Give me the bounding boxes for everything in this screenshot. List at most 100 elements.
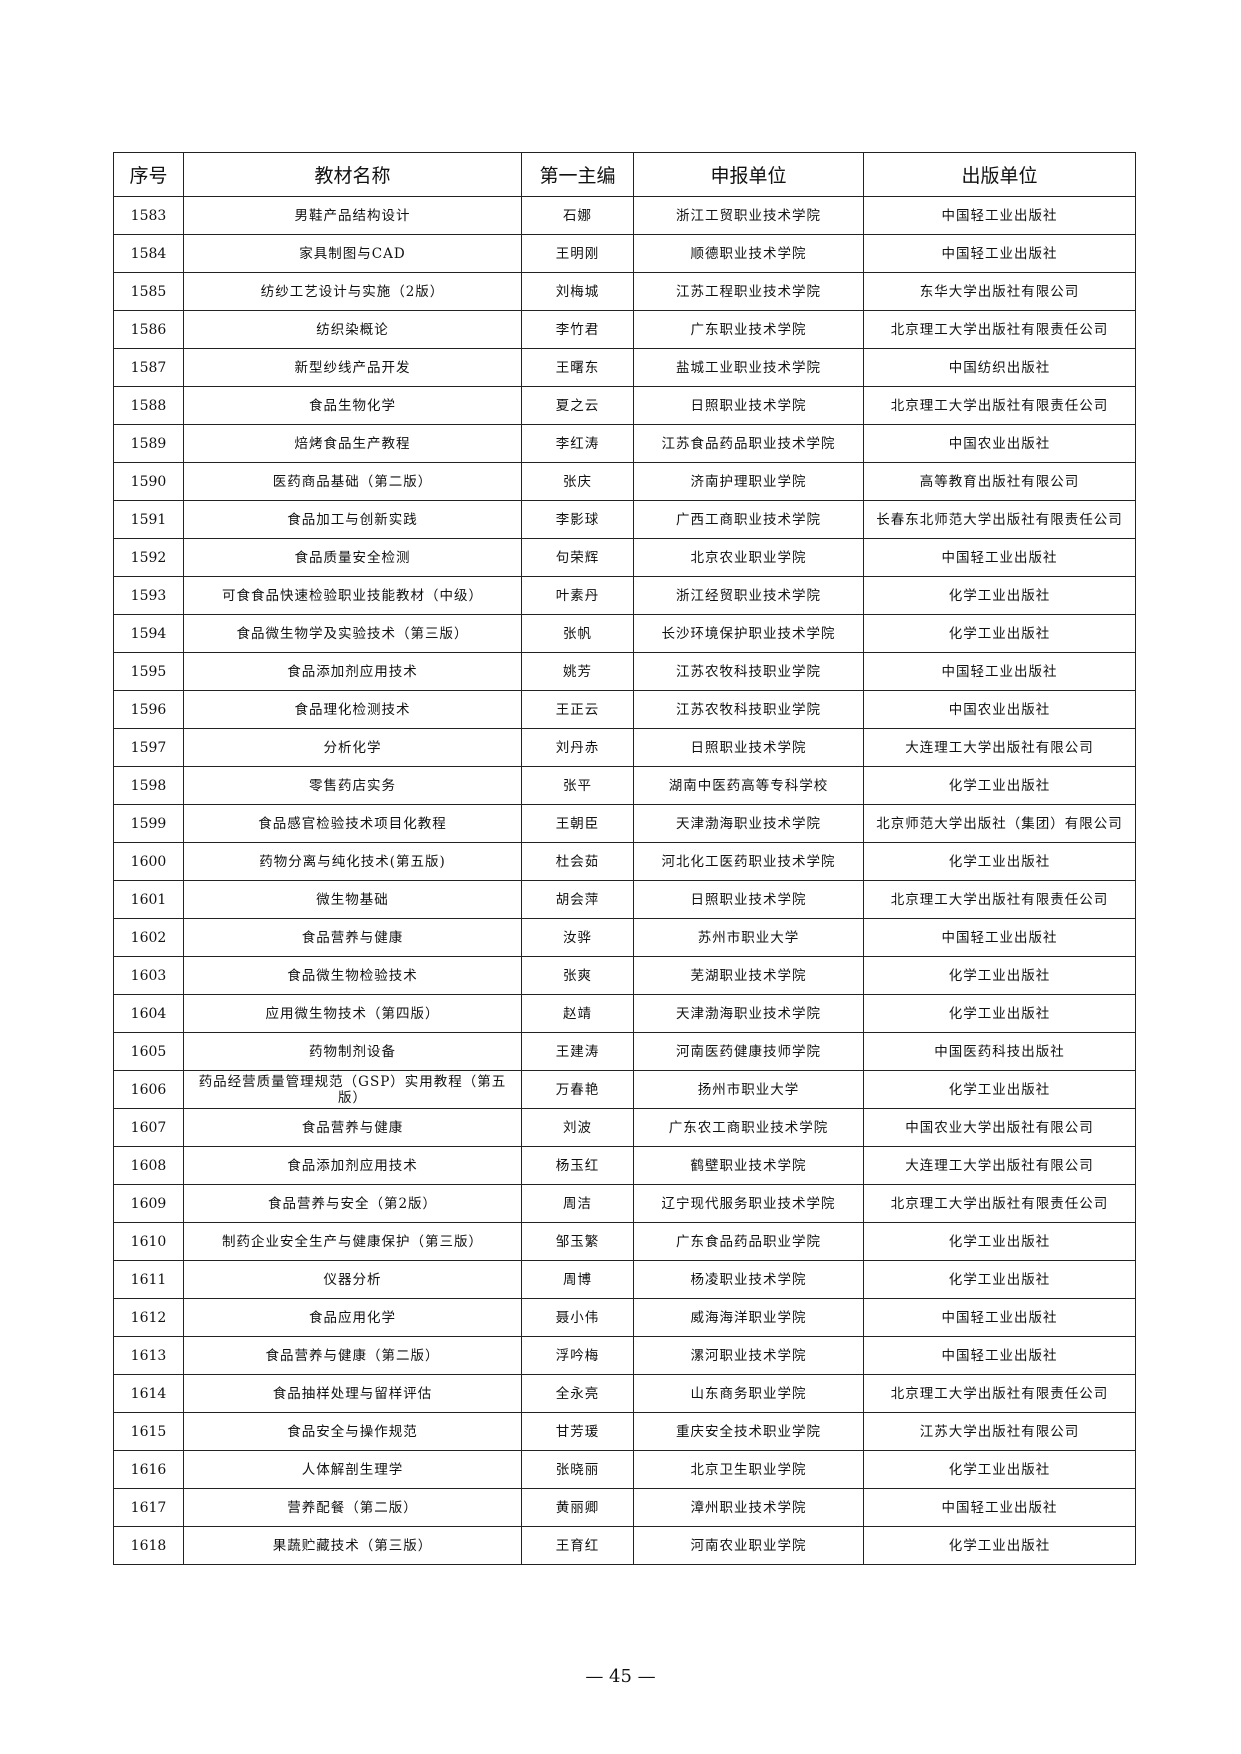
- cell-applicant-unit: 杨凌职业技术学院: [633, 1260, 864, 1299]
- table-header-row: 序号 教材名称 第一主编 申报单位 出版单位: [113, 152, 1136, 197]
- header-applicant-unit: 申报单位: [633, 152, 864, 197]
- table-row: 1588 食品生物化学 夏之云 日照职业技术学院 北京理工大学出版社有限责任公司: [113, 386, 1136, 425]
- cell-textbook-name: 食品生物化学: [183, 386, 522, 425]
- cell-publisher: 中国轻工业出版社: [863, 196, 1136, 235]
- cell-publisher: 化学工业出版社: [863, 1260, 1136, 1299]
- cell-textbook-name: 食品微生物学及实验技术（第三版）: [183, 614, 522, 653]
- cell-textbook-name: 食品营养与健康: [183, 1108, 522, 1147]
- table-row: 1613 食品营养与健康（第二版） 浮吟梅 漯河职业技术学院 中国轻工业出版社: [113, 1336, 1136, 1375]
- cell-index: 1614: [113, 1374, 184, 1413]
- cell-textbook-name: 医药商品基础（第二版）: [183, 462, 522, 501]
- cell-index: 1583: [113, 196, 184, 235]
- table-row: 1596 食品理化检测技术 王正云 江苏农牧科技职业学院 中国农业出版社: [113, 690, 1136, 729]
- cell-textbook-name: 食品营养与健康: [183, 918, 522, 957]
- cell-index: 1584: [113, 234, 184, 273]
- cell-chief-editor: 万春艳: [521, 1070, 634, 1109]
- cell-textbook-name: 制药企业安全生产与健康保护（第三版）: [183, 1222, 522, 1261]
- cell-index: 1613: [113, 1336, 184, 1375]
- cell-applicant-unit: 日照职业技术学院: [633, 728, 864, 767]
- cell-textbook-name: 仪器分析: [183, 1260, 522, 1299]
- table-row: 1602 食品营养与健康 汝骅 苏州市职业大学 中国轻工业出版社: [113, 918, 1136, 957]
- cell-applicant-unit: 扬州市职业大学: [633, 1070, 864, 1109]
- cell-applicant-unit: 顺德职业技术学院: [633, 234, 864, 273]
- cell-index: 1590: [113, 462, 184, 501]
- cell-publisher: 北京理工大学出版社有限责任公司: [863, 1374, 1136, 1413]
- table-row: 1598 零售药店实务 张平 湖南中医药高等专科学校 化学工业出版社: [113, 766, 1136, 805]
- cell-chief-editor: 张平: [521, 766, 634, 805]
- cell-chief-editor: 聂小伟: [521, 1298, 634, 1337]
- table-row: 1610 制药企业安全生产与健康保护（第三版） 邹玉繁 广东食品药品职业学院 化学工业出…: [113, 1222, 1136, 1261]
- cell-applicant-unit: 日照职业技术学院: [633, 386, 864, 425]
- cell-textbook-name: 营养配餐（第二版）: [183, 1488, 522, 1527]
- cell-index: 1596: [113, 690, 184, 729]
- cell-applicant-unit: 河北化工医药职业技术学院: [633, 842, 864, 881]
- cell-chief-editor: 李竹君: [521, 310, 634, 349]
- cell-publisher: 化学工业出版社: [863, 1526, 1136, 1565]
- table-row: 1590 医药商品基础（第二版） 张庆 济南护理职业学院 高等教育出版社有限公司: [113, 462, 1136, 501]
- header-index: 序号: [113, 152, 184, 197]
- cell-applicant-unit: 广东职业技术学院: [633, 310, 864, 349]
- cell-index: 1600: [113, 842, 184, 881]
- cell-index: 1586: [113, 310, 184, 349]
- cell-textbook-name: 食品营养与安全（第2版）: [183, 1184, 522, 1223]
- cell-publisher: 江苏大学出版社有限公司: [863, 1412, 1136, 1451]
- cell-index: 1604: [113, 994, 184, 1033]
- cell-chief-editor: 王明刚: [521, 234, 634, 273]
- table-row: 1605 药物制剂设备 王建涛 河南医药健康技师学院 中国医药科技出版社: [113, 1032, 1136, 1071]
- cell-index: 1598: [113, 766, 184, 805]
- cell-chief-editor: 杨玉红: [521, 1146, 634, 1185]
- cell-publisher: 长春东北师范大学出版社有限责任公司: [863, 500, 1136, 539]
- cell-textbook-name: 食品加工与创新实践: [183, 500, 522, 539]
- cell-chief-editor: 杜会茹: [521, 842, 634, 881]
- cell-publisher: 中国医药科技出版社: [863, 1032, 1136, 1071]
- cell-applicant-unit: 鹤壁职业技术学院: [633, 1146, 864, 1185]
- cell-publisher: 北京师范大学出版社（集团）有限公司: [863, 804, 1136, 843]
- cell-applicant-unit: 广东食品药品职业学院: [633, 1222, 864, 1261]
- cell-applicant-unit: 日照职业技术学院: [633, 880, 864, 919]
- cell-index: 1588: [113, 386, 184, 425]
- table-row: 1595 食品添加剂应用技术 姚芳 江苏农牧科技职业学院 中国轻工业出版社: [113, 652, 1136, 691]
- cell-chief-editor: 石娜: [521, 196, 634, 235]
- cell-publisher: 中国轻工业出版社: [863, 918, 1136, 957]
- cell-textbook-name: 食品微生物检验技术: [183, 956, 522, 995]
- cell-textbook-name: 家具制图与CAD: [183, 234, 522, 273]
- cell-index: 1603: [113, 956, 184, 995]
- cell-publisher: 中国轻工业出版社: [863, 1336, 1136, 1375]
- cell-applicant-unit: 江苏工程职业技术学院: [633, 272, 864, 311]
- cell-index: 1591: [113, 500, 184, 539]
- cell-index: 1612: [113, 1298, 184, 1337]
- cell-publisher: 中国轻工业出版社: [863, 1298, 1136, 1337]
- cell-applicant-unit: 苏州市职业大学: [633, 918, 864, 957]
- cell-applicant-unit: 威海海洋职业学院: [633, 1298, 864, 1337]
- cell-publisher: 化学工业出版社: [863, 614, 1136, 653]
- cell-applicant-unit: 河南医药健康技师学院: [633, 1032, 864, 1071]
- table-row: 1612 食品应用化学 聂小伟 威海海洋职业学院 中国轻工业出版社: [113, 1298, 1136, 1337]
- cell-textbook-name: 食品质量安全检测: [183, 538, 522, 577]
- cell-chief-editor: 浮吟梅: [521, 1336, 634, 1375]
- cell-textbook-name: 食品理化检测技术: [183, 690, 522, 729]
- cell-applicant-unit: 江苏农牧科技职业学院: [633, 652, 864, 691]
- cell-applicant-unit: 浙江经贸职业技术学院: [633, 576, 864, 615]
- table-row: 1606 药品经营质量管理规范（GSP）实用教程（第五版） 万春艳 扬州市职业大学 化学…: [113, 1070, 1136, 1109]
- table-row: 1584 家具制图与CAD 王明刚 顺德职业技术学院 中国轻工业出版社: [113, 234, 1136, 273]
- table-row: 1583 男鞋产品结构设计 石娜 浙江工贸职业技术学院 中国轻工业出版社: [113, 196, 1136, 235]
- cell-applicant-unit: 辽宁现代服务职业技术学院: [633, 1184, 864, 1223]
- cell-index: 1616: [113, 1450, 184, 1489]
- table-row: 1608 食品添加剂应用技术 杨玉红 鹤壁职业技术学院 大连理工大学出版社有限公司: [113, 1146, 1136, 1185]
- cell-index: 1597: [113, 728, 184, 767]
- cell-applicant-unit: 浙江工贸职业技术学院: [633, 196, 864, 235]
- cell-applicant-unit: 天津渤海职业技术学院: [633, 804, 864, 843]
- cell-applicant-unit: 北京卫生职业学院: [633, 1450, 864, 1489]
- cell-index: 1608: [113, 1146, 184, 1185]
- cell-textbook-name: 男鞋产品结构设计: [183, 196, 522, 235]
- cell-publisher: 大连理工大学出版社有限公司: [863, 728, 1136, 767]
- cell-chief-editor: 姚芳: [521, 652, 634, 691]
- cell-publisher: 化学工业出版社: [863, 994, 1136, 1033]
- cell-textbook-name: 食品感官检验技术项目化教程: [183, 804, 522, 843]
- cell-applicant-unit: 广西工商职业技术学院: [633, 500, 864, 539]
- cell-applicant-unit: 江苏农牧科技职业学院: [633, 690, 864, 729]
- table-row: 1618 果蔬贮藏技术（第三版） 王育红 河南农业职业学院 化学工业出版社: [113, 1526, 1136, 1565]
- cell-chief-editor: 张庆: [521, 462, 634, 501]
- table-row: 1611 仪器分析 周博 杨凌职业技术学院 化学工业出版社: [113, 1260, 1136, 1299]
- cell-index: 1593: [113, 576, 184, 615]
